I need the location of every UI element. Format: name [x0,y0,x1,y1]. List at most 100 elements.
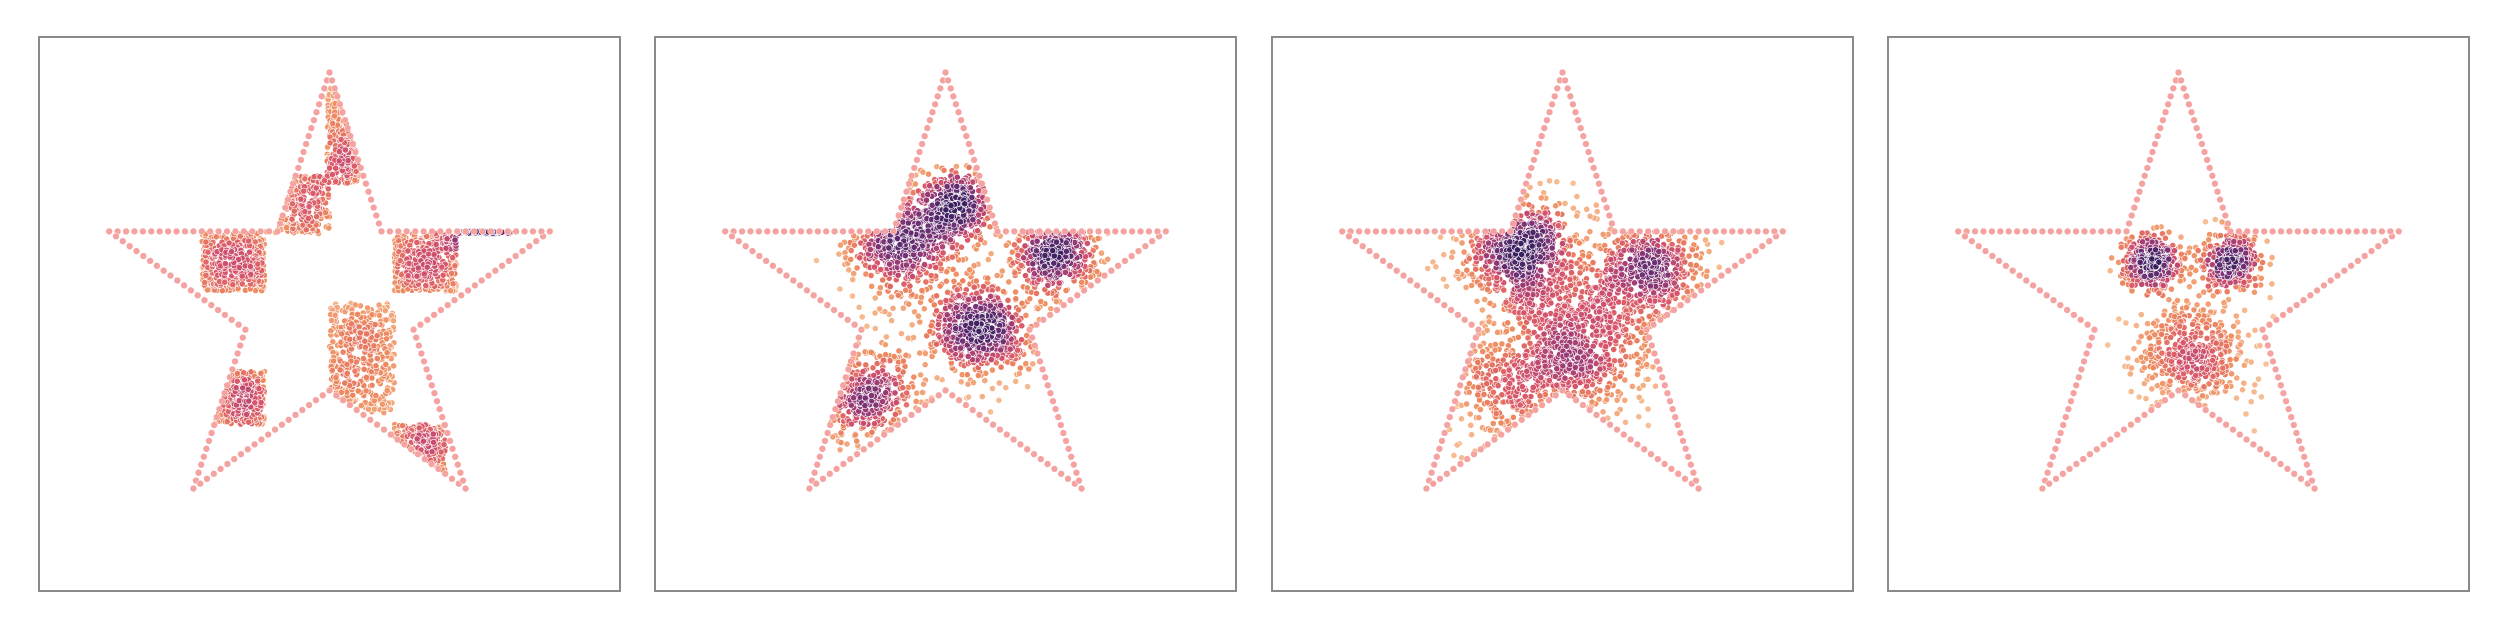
boundary-point [446,437,454,445]
sample-point [868,282,876,290]
boundary-point [412,333,420,342]
sample-point [255,385,263,392]
sample-point [1052,298,1060,305]
boundary-point [241,326,250,334]
sample-point [916,349,924,357]
boundary-point [164,227,172,236]
sample-point [974,372,982,379]
sample-point [881,308,889,316]
sample-point [853,264,861,272]
sample-point [992,359,1000,367]
sample-point [933,292,940,300]
sample-point [905,300,913,308]
sample-point [981,377,989,384]
sample-point [888,317,895,324]
sample-point [361,337,369,345]
boundary-point [153,262,161,270]
boundary-point [353,406,361,414]
boundary-point [325,386,334,395]
sample-point [1022,360,1030,367]
sample-point [899,304,907,312]
sample-point [235,255,242,263]
sample-point [1026,295,1034,303]
sample-point [1021,242,1029,250]
sample-point [848,375,856,383]
sample-point [1029,360,1037,368]
sample-point [300,187,308,195]
sample-point [936,260,944,268]
sample-point [886,282,894,290]
sample-point [1055,279,1063,287]
sample-point [370,342,378,350]
sample-point [858,313,866,321]
boundary-point [248,227,256,236]
boundary-point [411,227,419,236]
sample-point [920,380,927,388]
sample-point [404,272,412,280]
sample-point [953,173,961,181]
star-boundary [105,68,554,493]
panel-1 [38,36,621,592]
sample-point [1104,255,1112,263]
sample-point [965,163,973,171]
boundary-point [146,257,154,265]
sample-point [324,185,332,193]
sample-point [335,157,343,165]
sample-point [429,430,437,438]
sample-point [868,428,876,436]
sample-point [930,301,938,309]
sample-point [975,187,983,195]
sample-point [909,262,917,270]
sample-point [886,237,894,245]
sample-point [1031,270,1038,278]
boundary-point [373,421,381,429]
boundary-point [307,124,315,132]
sample-point [204,248,212,256]
sample-point [202,238,210,246]
boundary-point [409,326,418,334]
boundary-point [441,470,449,478]
boundary-point [456,469,465,477]
sample-point [245,397,253,405]
boundary-point [529,227,537,236]
boundary-point [289,180,297,188]
boundary-point [478,227,487,236]
boundary-point [200,453,208,461]
sample-point [360,319,368,327]
sample-point [449,280,457,288]
sample-point [933,340,940,348]
sample-point [944,288,951,296]
sample-point [829,433,837,441]
boundary-point [207,429,216,437]
sample-point [980,345,987,352]
sample-point [917,293,925,301]
sample-point [1062,268,1069,276]
sample-point [904,219,912,227]
sample-point [843,440,851,448]
sample-point [980,283,987,290]
sample-point [911,308,918,316]
boundary-point [518,247,527,255]
sample-point [939,249,947,257]
scatter-plot-2 [721,68,1170,493]
boundary-point [407,445,415,453]
boundary-point [226,373,234,381]
boundary-point [454,461,462,469]
boundary-point [532,237,540,245]
sample-point [972,277,980,285]
sample-point [364,304,371,312]
boundary-point [237,450,245,458]
sample-point [847,247,855,254]
sample-point [351,301,359,309]
boundary-point [284,195,292,204]
boundary-point [213,413,221,421]
sample-point [952,270,960,278]
sample-point [970,283,978,291]
sample-point [943,183,951,190]
boundary-point [437,306,445,314]
boundary-point [230,455,238,463]
boundary-point [430,389,439,397]
boundary-point [257,227,265,236]
sample-point [351,176,359,184]
